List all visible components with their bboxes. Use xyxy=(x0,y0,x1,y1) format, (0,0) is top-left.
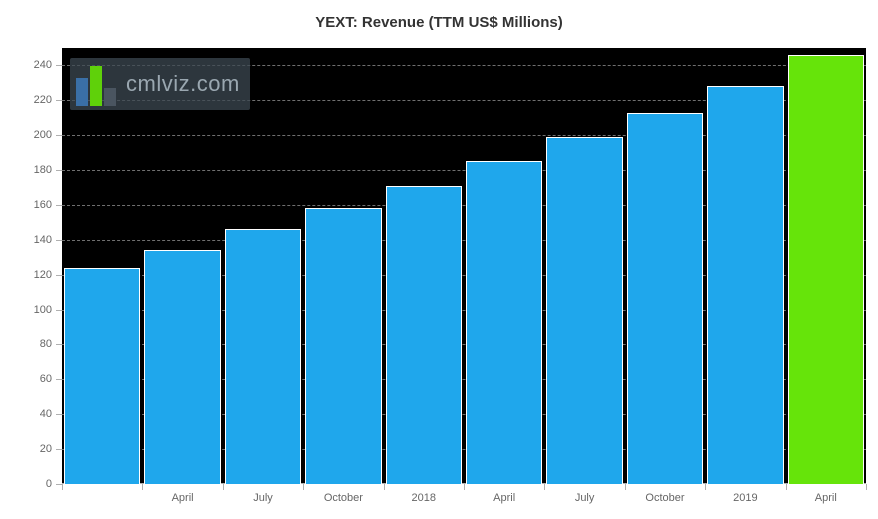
y-tick xyxy=(56,275,62,276)
x-tick xyxy=(705,484,706,490)
watermark-logo-icon xyxy=(74,62,118,106)
x-tick xyxy=(625,484,626,490)
bar xyxy=(466,161,542,484)
y-axis-label: 80 xyxy=(0,338,52,350)
bar xyxy=(144,250,220,484)
chart-title: YEXT: Revenue (TTM US$ Millions) xyxy=(0,0,878,39)
x-axis-label: April xyxy=(172,492,194,504)
y-tick xyxy=(56,310,62,311)
y-axis-label: 60 xyxy=(0,373,52,385)
y-tick xyxy=(56,379,62,380)
y-tick xyxy=(56,135,62,136)
y-axis-label: 20 xyxy=(0,443,52,455)
x-axis-label: July xyxy=(575,492,595,504)
chart-container: YEXT: Revenue (TTM US$ Millions) cmlviz.… xyxy=(0,0,878,519)
bar xyxy=(546,137,622,484)
y-axis-label: 160 xyxy=(0,199,52,211)
y-axis-label: 200 xyxy=(0,129,52,141)
x-axis-label: October xyxy=(324,492,363,504)
x-axis-label: April xyxy=(815,492,837,504)
y-axis-label: 140 xyxy=(0,234,52,246)
watermark: cmlviz.com xyxy=(70,58,250,110)
x-tick xyxy=(786,484,787,490)
y-tick xyxy=(56,100,62,101)
bar xyxy=(64,268,140,484)
watermark-bar-icon xyxy=(90,66,102,106)
x-tick xyxy=(142,484,143,490)
bar xyxy=(386,186,462,484)
y-axis-label: 240 xyxy=(0,59,52,71)
x-axis-label: July xyxy=(253,492,273,504)
y-axis-label: 120 xyxy=(0,269,52,281)
x-tick xyxy=(464,484,465,490)
bar xyxy=(627,113,703,484)
y-tick xyxy=(56,205,62,206)
bar xyxy=(707,86,783,484)
y-tick xyxy=(56,414,62,415)
x-tick xyxy=(544,484,545,490)
x-axis-label: April xyxy=(493,492,515,504)
y-tick xyxy=(56,65,62,66)
bar xyxy=(305,208,381,484)
bar xyxy=(788,55,864,484)
x-axis-label: 2018 xyxy=(412,492,436,504)
plot-wrap: cmlviz.com 02040608010012014016018020022… xyxy=(62,48,866,484)
y-axis-label: 100 xyxy=(0,304,52,316)
x-tick xyxy=(866,484,867,490)
y-tick xyxy=(56,449,62,450)
y-tick xyxy=(56,170,62,171)
x-tick xyxy=(384,484,385,490)
watermark-text: cmlviz.com xyxy=(126,71,240,97)
x-axis-label: October xyxy=(645,492,684,504)
y-axis-label: 220 xyxy=(0,94,52,106)
y-tick xyxy=(56,240,62,241)
y-axis-label: 0 xyxy=(0,478,52,490)
x-tick xyxy=(62,484,63,490)
y-axis-label: 40 xyxy=(0,408,52,420)
watermark-bar-icon xyxy=(76,78,88,106)
x-tick xyxy=(223,484,224,490)
x-tick xyxy=(303,484,304,490)
y-axis-label: 180 xyxy=(0,164,52,176)
x-axis-label: 2019 xyxy=(733,492,757,504)
watermark-bar-icon xyxy=(104,88,116,106)
y-tick xyxy=(56,344,62,345)
plot-area xyxy=(62,48,866,484)
bar xyxy=(225,229,301,484)
